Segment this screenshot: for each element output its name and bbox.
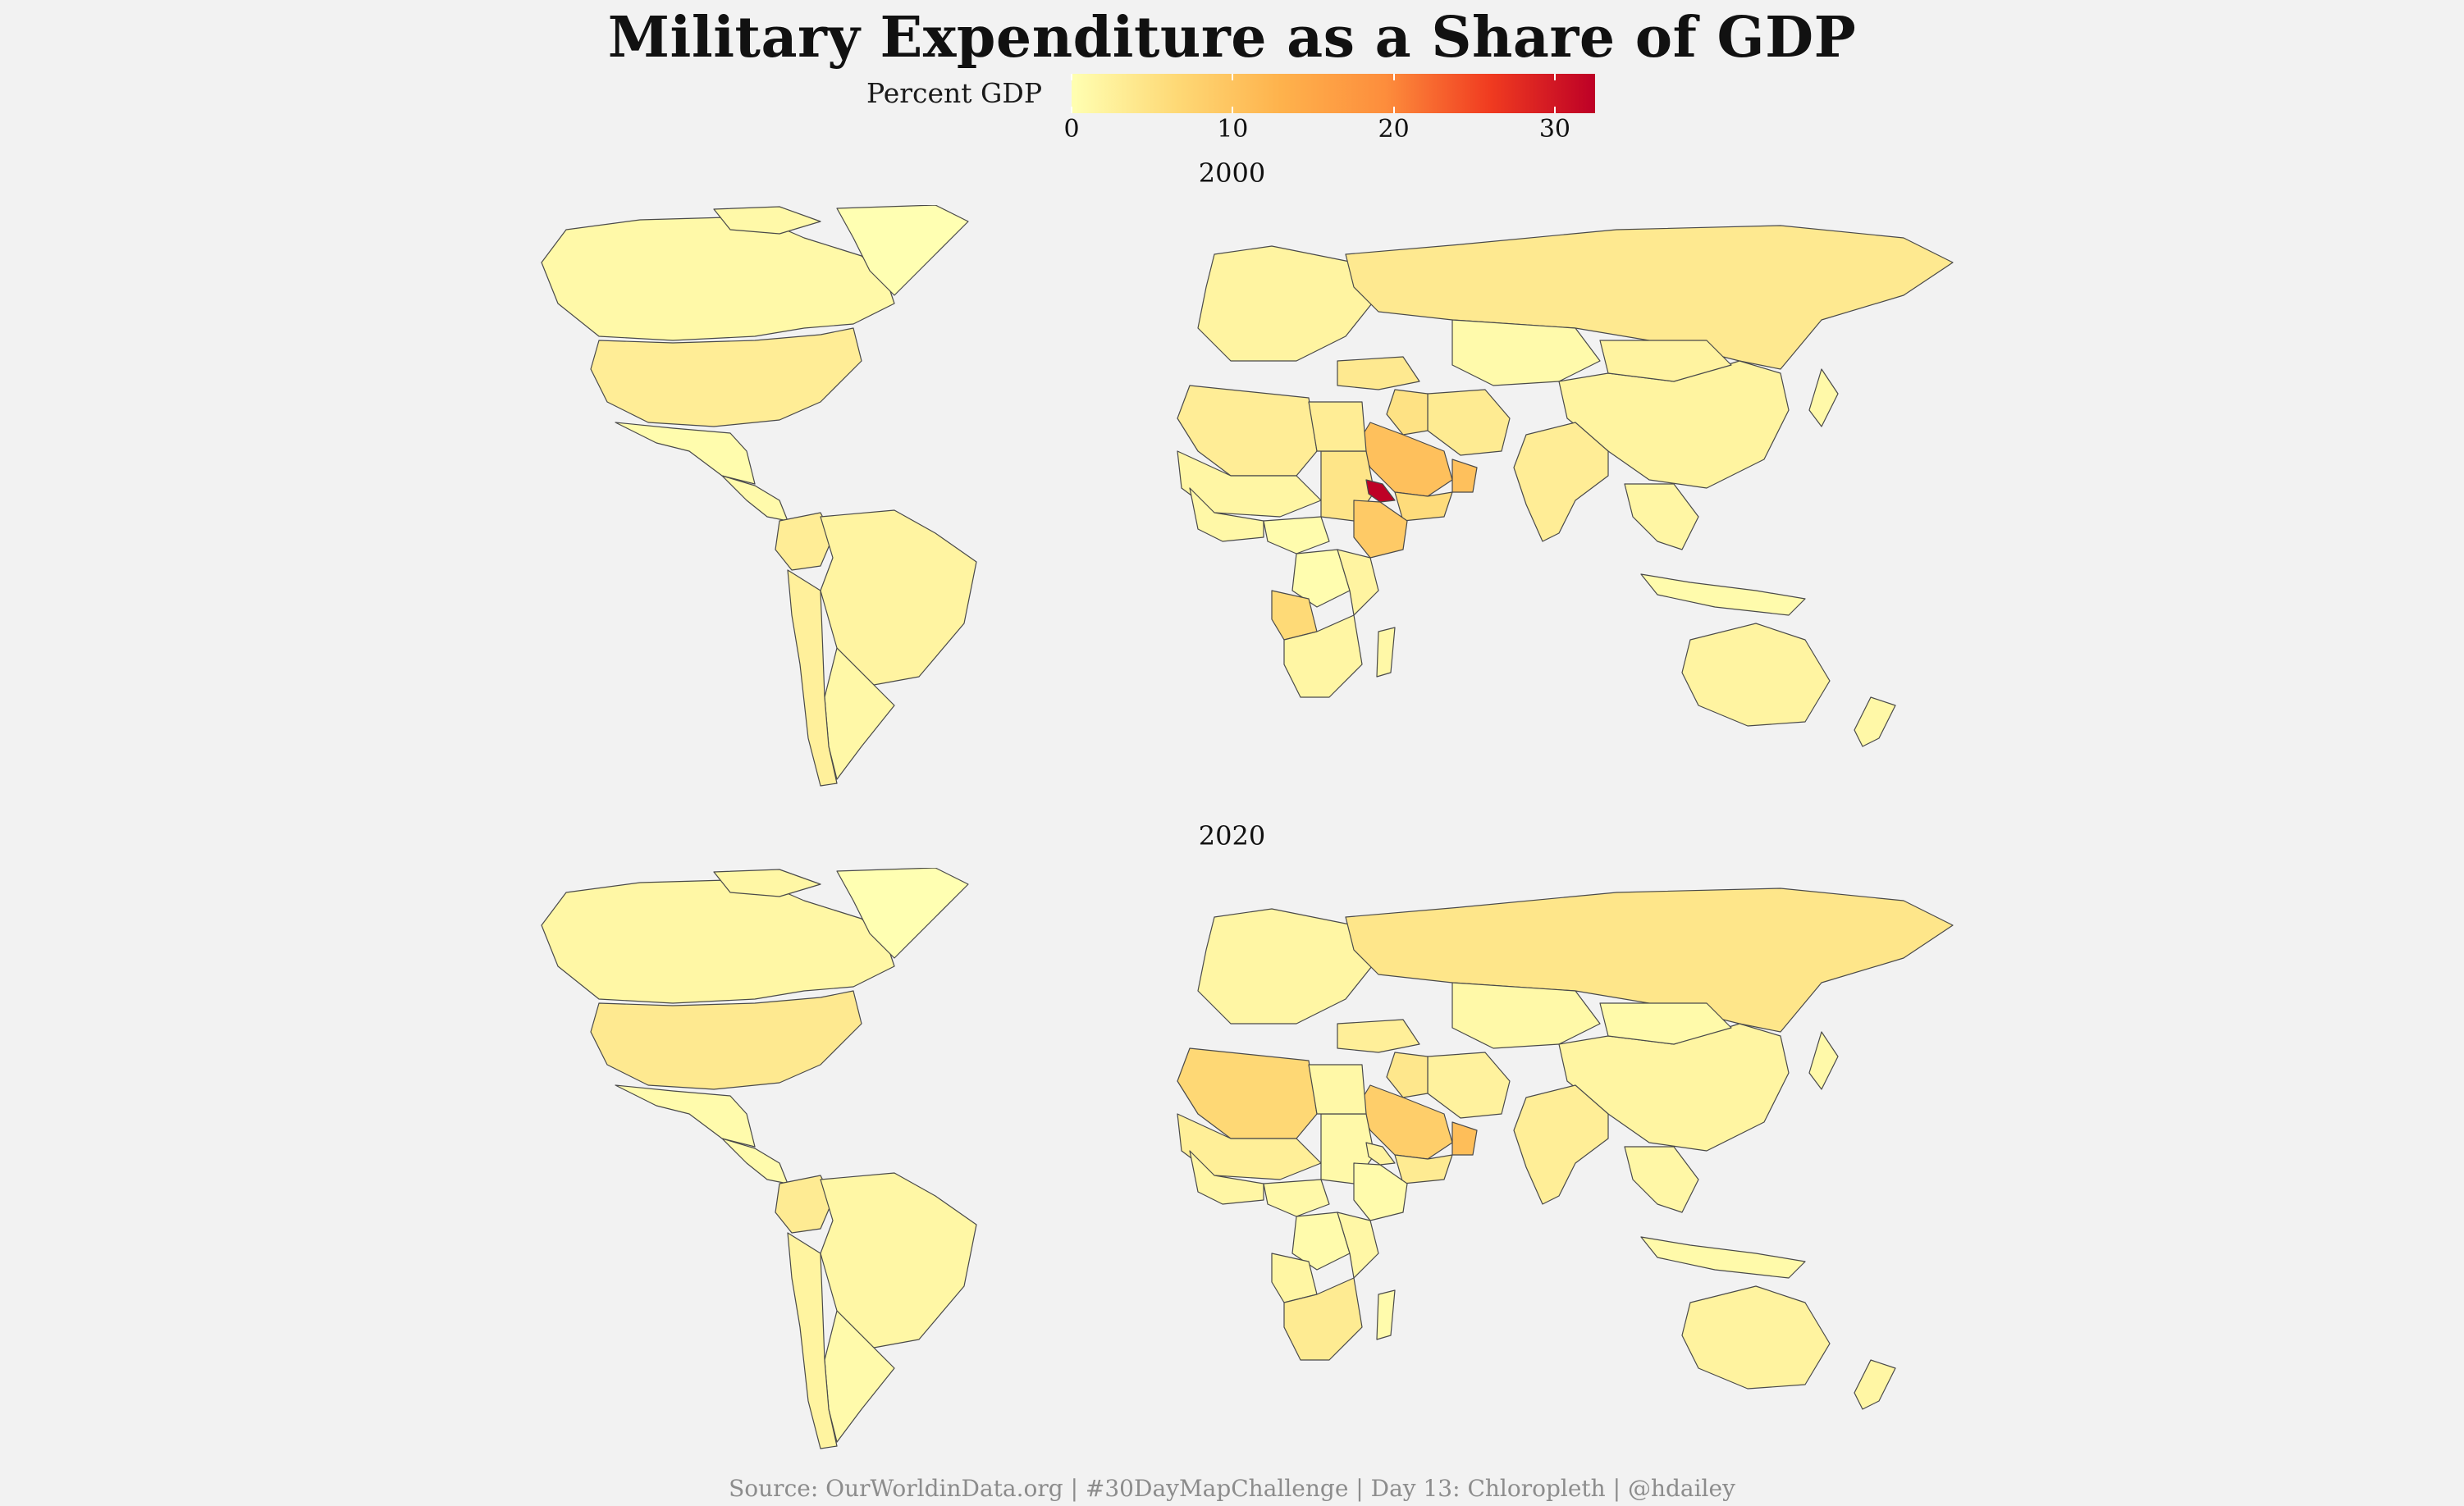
region-oman <box>1451 459 1478 493</box>
legend-tick-label: 0 <box>1063 115 1080 144</box>
region-japan <box>1808 368 1839 427</box>
region-europe <box>1197 908 1379 1025</box>
region-yemen <box>1394 491 1453 522</box>
region-chile <box>787 1232 838 1449</box>
region-colombia <box>775 1175 834 1234</box>
region-colombia <box>775 512 834 571</box>
region-southern-africa <box>1283 1277 1363 1361</box>
region-iran <box>1427 389 1511 456</box>
legend-tick-label: 30 <box>1538 115 1571 144</box>
region-west-africa <box>1189 487 1264 542</box>
world-map-2000 <box>541 205 1954 787</box>
region-russia <box>1345 888 1954 1033</box>
region-united-states <box>590 327 862 427</box>
region-canada <box>713 869 821 897</box>
region-new-zealand <box>1854 696 1896 747</box>
region-central-africa <box>1263 1179 1330 1217</box>
region-turkey <box>1337 1019 1420 1053</box>
legend-tick <box>1232 74 1234 113</box>
region-southeast-asia <box>1624 483 1699 550</box>
panel-title-2000: 2000 <box>1198 157 1266 189</box>
region-southeast-asia <box>1624 1146 1699 1213</box>
region-brazil <box>820 1172 977 1349</box>
source-caption: Source: OurWorldinData.org | #30DayMapCh… <box>729 1475 1735 1502</box>
panel-title-2020: 2020 <box>1198 820 1266 851</box>
region-australia <box>1681 623 1831 727</box>
region-egypt <box>1308 401 1367 452</box>
region-japan <box>1808 1031 1839 1090</box>
region-central-africa <box>1263 516 1330 554</box>
region-australia <box>1681 1285 1831 1390</box>
region-yemen <box>1394 1154 1453 1184</box>
region-eritrea <box>1365 479 1396 503</box>
region-canada <box>541 216 895 341</box>
region-greenland <box>836 205 969 296</box>
region-europe <box>1197 245 1379 362</box>
region-mexico <box>615 1084 756 1148</box>
legend-tick-label: 10 <box>1217 115 1249 144</box>
region-oman <box>1451 1121 1478 1156</box>
region-madagascar <box>1376 627 1396 678</box>
region-egypt <box>1308 1064 1367 1115</box>
region-eritrea <box>1365 1142 1396 1166</box>
region-brazil <box>820 509 977 686</box>
region-mongolia <box>1599 340 1732 382</box>
region-iraq <box>1386 389 1429 436</box>
region-united-states <box>590 990 862 1090</box>
region-west-africa <box>1189 1150 1264 1205</box>
region-dr-congo <box>1291 1212 1351 1271</box>
region-chile <box>787 569 838 787</box>
region-greenland <box>836 868 969 959</box>
region-sahel <box>1177 450 1322 518</box>
legend-label: Percent GDP <box>866 77 1043 109</box>
region-new-zealand <box>1854 1359 1896 1410</box>
region-east-africa <box>1337 549 1379 616</box>
legend-tick <box>1392 74 1395 113</box>
legend-colorbar <box>1072 74 1595 113</box>
region-kazakhstan <box>1451 982 1601 1049</box>
region-mexico <box>615 422 756 485</box>
region-canada <box>541 878 895 1004</box>
region-canada <box>713 206 821 235</box>
region-mongolia <box>1599 1002 1732 1045</box>
legend-tick-label: 20 <box>1378 115 1410 144</box>
legend-tick <box>1071 74 1072 113</box>
region-iran <box>1427 1052 1511 1119</box>
region-east-africa <box>1337 1212 1379 1279</box>
region-southern-africa <box>1283 614 1363 698</box>
region-madagascar <box>1376 1289 1396 1340</box>
region-india <box>1513 1084 1609 1205</box>
world-map-2020 <box>541 868 1954 1449</box>
region-india <box>1513 422 1609 542</box>
region-iraq <box>1386 1052 1429 1098</box>
region-indonesia <box>1640 573 1806 616</box>
region-dr-congo <box>1291 549 1351 608</box>
chart-title: Military Expenditure as a Share of GDP <box>607 5 1857 71</box>
color-legend: Percent GDP 0 10 20 30 <box>853 71 1608 153</box>
region-turkey <box>1337 356 1420 390</box>
region-kazakhstan <box>1451 319 1601 386</box>
region-sahel <box>1177 1113 1322 1180</box>
legend-tick <box>1553 74 1556 113</box>
region-indonesia <box>1640 1236 1806 1279</box>
region-russia <box>1345 225 1954 370</box>
